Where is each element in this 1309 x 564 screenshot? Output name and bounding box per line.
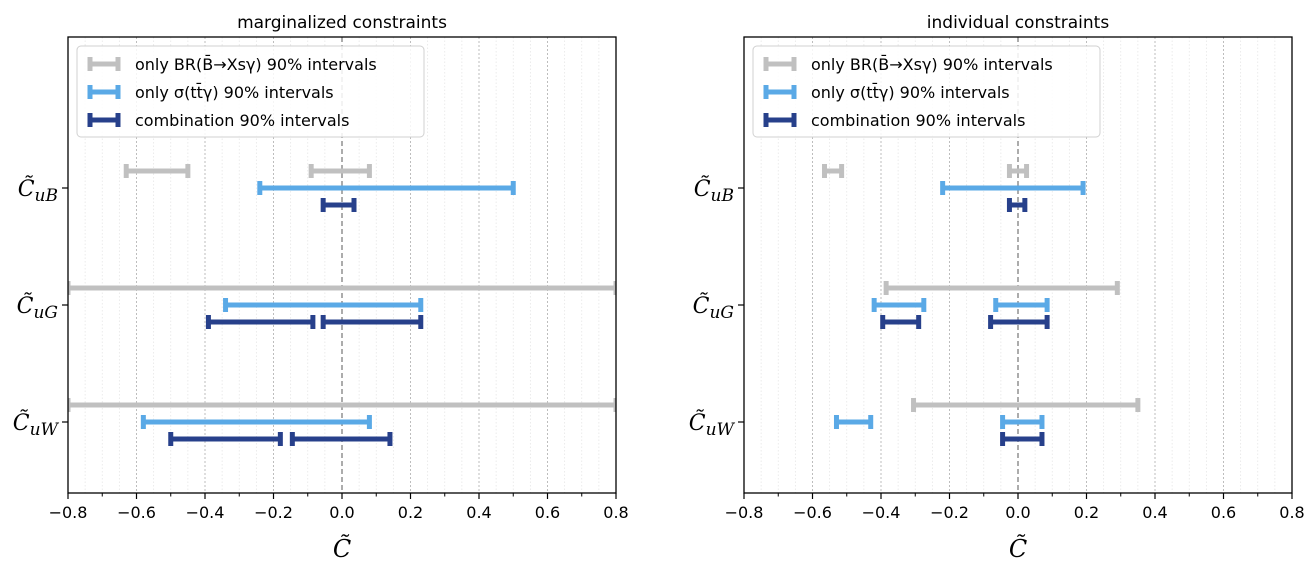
interval-combination xyxy=(289,432,393,446)
legend: only BR(B̄→Xsγ) 90% intervals only σ(tt̄γ… xyxy=(76,45,425,138)
interval-combination xyxy=(1000,432,1045,446)
legend-label-ttgamma: only σ(tt̄γ) 90% intervals xyxy=(135,83,334,102)
legend-box xyxy=(76,45,425,138)
y-category-label: C̃uG xyxy=(17,293,58,323)
y-label-main: C̃ xyxy=(13,410,30,436)
interval-combination xyxy=(988,315,1050,329)
y-category-label: C̃uB xyxy=(694,176,734,206)
legend-label-ttgamma: only σ(tt̄γ) 90% intervals xyxy=(811,83,1010,102)
x-tick-label: −0.2 xyxy=(254,503,293,522)
x-tick-label: −0.2 xyxy=(930,503,969,522)
y-category-label: C̃uG xyxy=(693,293,734,323)
y-label-sub: uW xyxy=(30,420,60,440)
y-label-sub: uB xyxy=(35,186,58,206)
x-tick-label: −0.4 xyxy=(862,503,901,522)
x-tick-label: 0.6 xyxy=(535,503,560,522)
interval-ttgamma xyxy=(940,181,1086,195)
x-tick-label: 0.6 xyxy=(1211,503,1236,522)
y-label-main: C̃ xyxy=(693,293,710,319)
interval-combination xyxy=(880,315,922,329)
y-label-main: C̃ xyxy=(689,410,706,436)
x-tick-label: −0.4 xyxy=(186,503,225,522)
y-category-label: C̃uW xyxy=(13,410,60,440)
interval-br xyxy=(68,398,616,412)
interval-ttgamma xyxy=(140,415,372,429)
y-label-sub: uG xyxy=(709,303,734,323)
x-tick-label: −0.8 xyxy=(725,503,764,522)
x-tick-label: −0.6 xyxy=(793,503,832,522)
chart-panel-1: −0.8 −0.6 −0.4 −0.2 0.0 0.2 0.4 0.6 0.8C̃uBC̃uGC… xyxy=(13,13,629,563)
y-label-main: C̃ xyxy=(18,176,35,202)
x-tick-label: 0.8 xyxy=(1279,503,1304,522)
x-axis-label: C̃ xyxy=(333,535,351,563)
y-label-sub: uB xyxy=(711,186,734,206)
chart-title: marginalized constraints xyxy=(237,13,447,33)
y-label-sub: uW xyxy=(706,420,736,440)
y-label-sub: uG xyxy=(33,303,58,323)
chart-title: individual constraints xyxy=(927,13,1110,33)
interval-ttgamma xyxy=(871,298,927,312)
interval-combination xyxy=(320,315,424,329)
x-tick-label: 0.2 xyxy=(398,503,423,522)
interval-br xyxy=(911,398,1141,412)
y-label-main: C̃ xyxy=(17,293,34,319)
legend-label-br: only BR(B̄→Xsγ) 90% intervals xyxy=(811,55,1053,74)
interval-bars xyxy=(68,164,616,446)
legend-label-br: only BR(B̄→Xsγ) 90% intervals xyxy=(135,55,377,74)
interval-combination xyxy=(168,432,283,446)
legend-label-combination: combination 90% intervals xyxy=(811,111,1025,130)
legend-label-combination: combination 90% intervals xyxy=(135,111,349,130)
x-tick-label: −0.6 xyxy=(117,503,156,522)
interval-ttgamma xyxy=(223,298,424,312)
interval-br xyxy=(883,281,1120,295)
x-tick-label: 0.8 xyxy=(603,503,628,522)
interval-combination xyxy=(320,198,357,212)
interval-br xyxy=(308,164,372,178)
interval-bars xyxy=(821,164,1141,446)
interval-br xyxy=(821,164,845,178)
x-axis-label: C̃ xyxy=(1009,535,1027,563)
interval-br xyxy=(1006,164,1030,178)
interval-br xyxy=(68,281,616,295)
x-tick-label: −0.8 xyxy=(49,503,88,522)
legend-box xyxy=(752,45,1101,138)
x-tick-label: 0.2 xyxy=(1074,503,1099,522)
interval-ttgamma xyxy=(993,298,1050,312)
chart-panel-2: −0.8 −0.6 −0.4 −0.2 0.0 0.2 0.4 0.6 0.8C̃uBC̃uGC… xyxy=(689,13,1305,563)
interval-ttgamma xyxy=(1000,415,1045,429)
interval-combination xyxy=(205,315,316,329)
y-category-label: C̃uB xyxy=(18,176,58,206)
y-label-main: C̃ xyxy=(694,176,711,202)
x-tick-label: 0.4 xyxy=(1142,503,1167,522)
x-tick-label: 0.4 xyxy=(466,503,491,522)
y-category-label: C̃uW xyxy=(689,410,736,440)
x-tick-label: 0.0 xyxy=(1005,503,1030,522)
interval-ttgamma xyxy=(257,181,516,195)
interval-br xyxy=(123,164,191,178)
interval-ttgamma xyxy=(833,415,874,429)
legend: only BR(B̄→Xsγ) 90% intervals only σ(tt̄γ… xyxy=(752,45,1101,138)
x-tick-label: 0.0 xyxy=(329,503,354,522)
interval-combination xyxy=(1006,198,1028,212)
